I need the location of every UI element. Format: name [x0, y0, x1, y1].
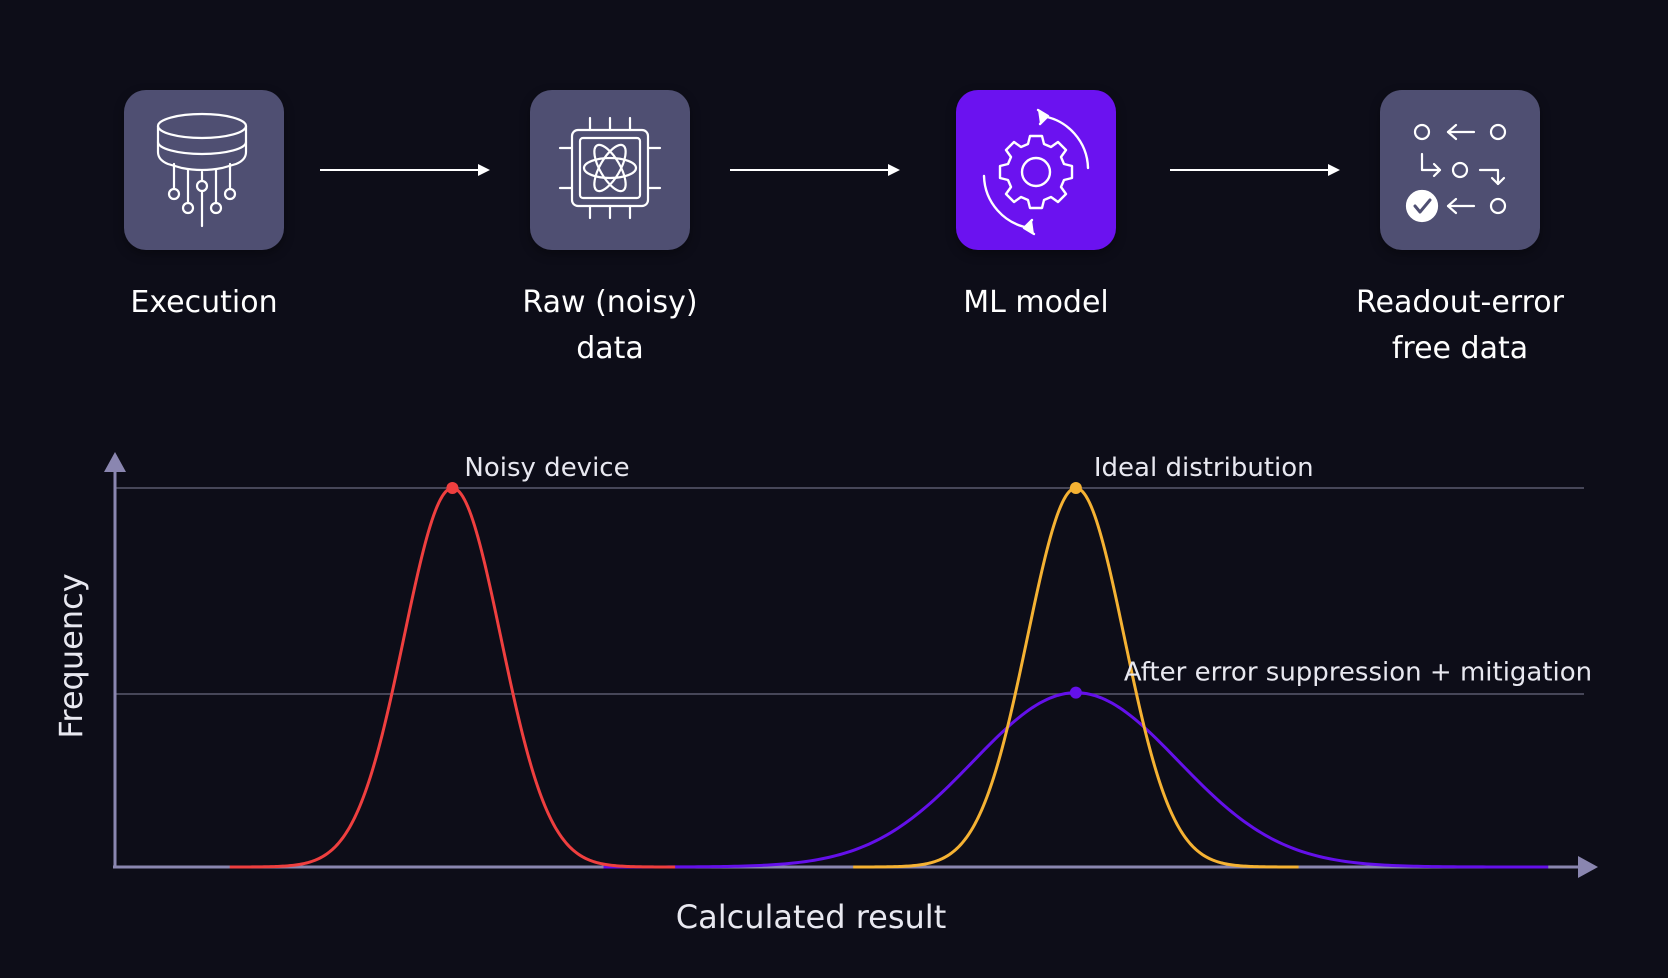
series-peak-point-2 — [1069, 686, 1082, 699]
step-label-line: Raw (noisy) — [522, 285, 698, 320]
step-label-execution: Execution — [44, 280, 364, 326]
readout-free-step-box — [1380, 90, 1540, 250]
series-curve-2 — [603, 691, 1549, 869]
x-axis-label: Calculated result — [676, 898, 946, 936]
step-label-line: data — [576, 331, 644, 366]
atom-chip-icon — [558, 116, 662, 220]
series-curve-0 — [229, 486, 676, 869]
gear-cycle-icon — [982, 108, 1090, 236]
step-label-line: Execution — [130, 285, 278, 320]
x-axis-arrow-icon — [1578, 856, 1598, 878]
step-label-line: ML model — [963, 285, 1109, 320]
series-peak-point-0 — [446, 482, 459, 494]
y-axis-label: Frequency — [52, 573, 90, 738]
step-label-line: Readout-error — [1356, 285, 1564, 320]
step-label-line: free data — [1391, 331, 1529, 366]
series-label-1: Ideal distribution — [1094, 453, 1314, 483]
flow-check-icon — [1405, 123, 1507, 223]
execution-step-box — [124, 90, 284, 250]
step-label-readout-free: Readout-error free data — [1300, 280, 1620, 372]
step-label-ml-model: ML model — [876, 280, 1196, 326]
series-label-0: Noisy device — [464, 453, 629, 483]
y-axis-arrow-icon — [104, 452, 126, 472]
flow-arrow — [1168, 160, 1344, 184]
step-label-raw-data: Raw (noisy) data — [450, 280, 770, 372]
raw-data-step-box — [530, 90, 690, 250]
series-peak-point-1 — [1069, 482, 1082, 494]
flow-arrow — [728, 160, 904, 184]
series-label-2: After error suppression + mitigation — [1124, 658, 1592, 688]
ml-model-step-box — [956, 90, 1116, 250]
database-cpu-icon — [156, 112, 248, 228]
flow-arrow — [318, 160, 494, 184]
